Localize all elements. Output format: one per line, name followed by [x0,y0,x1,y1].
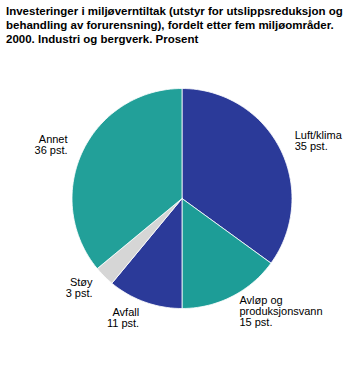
svg-text:Avløp ogproduksjonsvann15 pst.: Avløp ogproduksjonsvann15 pst. [239,294,322,328]
svg-text:Luft/klima35 pst.: Luft/klima35 pst. [295,129,343,152]
html-text:Investeringer i miljøverntilta: Investeringer i miljøverntiltak (utstyr … [6,5,343,45]
svg-text:Avfall11 pst.: Avfall11 pst. [107,306,139,329]
svg-text:Annet36 pst.: Annet36 pst. [35,133,68,156]
svg-text:Støy3 pst.: Støy3 pst. [66,276,93,299]
